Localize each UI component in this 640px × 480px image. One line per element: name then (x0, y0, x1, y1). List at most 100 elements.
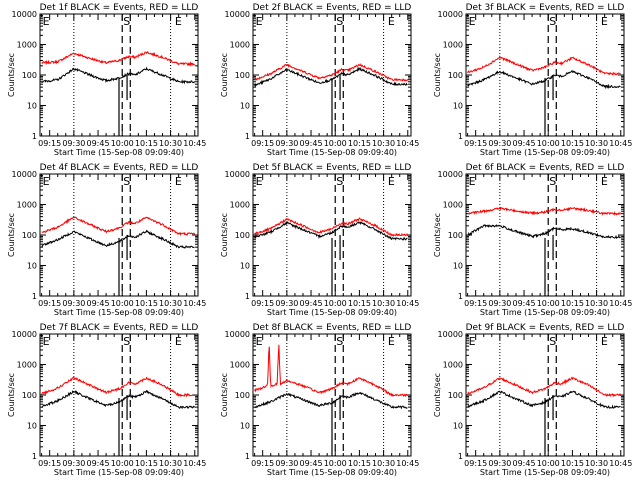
x-tick-label: 10:00 (111, 139, 134, 148)
x-tick-label: 10:00 (537, 299, 560, 308)
x-tick-label: 10:30 (372, 459, 395, 468)
y-tick-label: 1000 (443, 41, 463, 50)
x-tick-label: 10:15 (135, 139, 158, 148)
x-tick-label: 10:15 (348, 139, 371, 148)
lld-rate-line (41, 51, 195, 67)
x-tick-label: 09:30 (275, 459, 298, 468)
event-marker-label: S (549, 15, 556, 28)
x-axis-label: Start Time (15-Sep-08 09:09:40) (480, 148, 610, 157)
y-tick-label: 1000 (230, 201, 250, 210)
lld-rate-line (254, 217, 408, 238)
x-tick-label: 10:45 (609, 139, 632, 148)
lld-rate-line (467, 55, 621, 76)
y-tick-label: 100 (235, 71, 250, 80)
y-tick-label: 10 (240, 102, 250, 111)
y-tick-label: 10000 (12, 10, 37, 19)
y-axis-label: Counts/sec (7, 373, 16, 417)
x-tick-label: 10:15 (135, 459, 158, 468)
event-marker-label: E (469, 15, 476, 28)
lld-rate-line (41, 216, 195, 237)
y-tick-label: 1000 (17, 41, 37, 50)
y-tick-label: 100 (235, 391, 250, 400)
y-tick-label: 100 (448, 231, 463, 240)
x-tick-label: 09:30 (62, 139, 85, 148)
y-tick-label: 1 (245, 132, 250, 141)
y-tick-label: 10000 (12, 330, 37, 339)
x-tick-label: 09:30 (275, 139, 298, 148)
y-tick-label: 1000 (443, 201, 463, 210)
y-tick-label: 10000 (225, 330, 250, 339)
event-marker-label: E (388, 335, 395, 348)
event-marker-label: S (549, 335, 556, 348)
x-tick-label: 10:15 (561, 139, 584, 148)
lld-rate-line (254, 62, 408, 82)
y-tick-label: 10 (453, 102, 463, 111)
x-tick-label: 09:30 (62, 299, 85, 308)
x-tick-label: 10:30 (159, 459, 182, 468)
panel-7: Det 7f BLACK = Events, RED = LLD 1 10 100 10… (7, 323, 206, 477)
x-tick-label: 09:15 (251, 459, 274, 468)
panel-3: Det 3f BLACK = Events, RED = LLD 1 10 100 10… (433, 3, 632, 157)
x-axis-label: Start Time (15-Sep-08 09:09:40) (480, 308, 610, 317)
event-marker-label: S (123, 175, 130, 188)
event-marker-label: E (601, 335, 608, 348)
panel-title: Det 1f BLACK = Events, RED = LLD (40, 3, 199, 13)
x-tick-label: 10:30 (372, 299, 395, 308)
y-tick-label: 1 (458, 452, 463, 461)
panel-8: Det 8f BLACK = Events, RED = LLD 1 10 100 10… (220, 323, 419, 477)
y-tick-label: 10 (453, 262, 463, 271)
event-marker-label: E (601, 175, 608, 188)
x-tick-label: 09:15 (464, 139, 487, 148)
event-rate-line (41, 66, 195, 85)
event-marker-label: S (336, 15, 343, 28)
panel-4: Det 4f BLACK = Events, RED = LLD 1 10 100 10… (7, 163, 206, 317)
event-marker-label: E (43, 15, 50, 28)
event-marker-label: S (549, 175, 556, 188)
x-tick-label: 09:30 (488, 299, 511, 308)
y-tick-label: 10 (240, 262, 250, 271)
y-tick-label: 10000 (12, 170, 37, 179)
y-tick-label: 100 (22, 231, 37, 240)
lld-rate-line (254, 344, 408, 398)
x-tick-label: 10:30 (585, 459, 608, 468)
y-tick-label: 1000 (230, 361, 250, 370)
y-axis-label: Counts/sec (7, 213, 16, 257)
y-tick-label: 1000 (17, 201, 37, 210)
x-tick-label: 10:30 (585, 139, 608, 148)
panel-title: Det 7f BLACK = Events, RED = LLD (40, 323, 199, 333)
y-axis-label: Counts/sec (220, 213, 229, 257)
y-tick-label: 1 (458, 132, 463, 141)
panel-2: Det 2f BLACK = Events, RED = LLD 1 10 100 10… (220, 3, 419, 157)
x-tick-label: 10:00 (324, 299, 347, 308)
y-axis-label: Counts/sec (433, 373, 442, 417)
x-tick-label: 10:45 (183, 459, 206, 468)
y-tick-label: 100 (448, 71, 463, 80)
lld-rate-line (41, 376, 195, 398)
x-tick-label: 09:30 (62, 459, 85, 468)
event-marker-label: S (123, 335, 130, 348)
y-tick-label: 10 (27, 422, 37, 431)
y-tick-label: 100 (235, 231, 250, 240)
event-marker-label: E (175, 15, 182, 28)
event-marker-label: E (175, 175, 182, 188)
x-tick-label: 10:00 (324, 459, 347, 468)
panel-title: Det 8f BLACK = Events, RED = LLD (253, 323, 412, 333)
x-tick-label: 10:30 (159, 139, 182, 148)
x-tick-label: 10:45 (396, 299, 419, 308)
event-marker-label: E (256, 335, 263, 348)
panel-title: Det 4f BLACK = Events, RED = LLD (40, 163, 199, 173)
event-marker-label: E (469, 175, 476, 188)
x-tick-label: 10:00 (111, 459, 134, 468)
lld-rate-line (467, 376, 621, 398)
x-tick-label: 09:15 (464, 299, 487, 308)
event-rate-line (254, 391, 408, 410)
panel-title: Det 6f BLACK = Events, RED = LLD (466, 163, 625, 173)
x-tick-label: 09:30 (488, 139, 511, 148)
panel-title: Det 5f BLACK = Events, RED = LLD (253, 163, 412, 173)
y-tick-label: 100 (22, 391, 37, 400)
event-rate-line (41, 229, 195, 249)
y-tick-label: 1 (245, 292, 250, 301)
x-tick-label: 10:45 (183, 139, 206, 148)
y-tick-label: 1 (32, 292, 37, 301)
